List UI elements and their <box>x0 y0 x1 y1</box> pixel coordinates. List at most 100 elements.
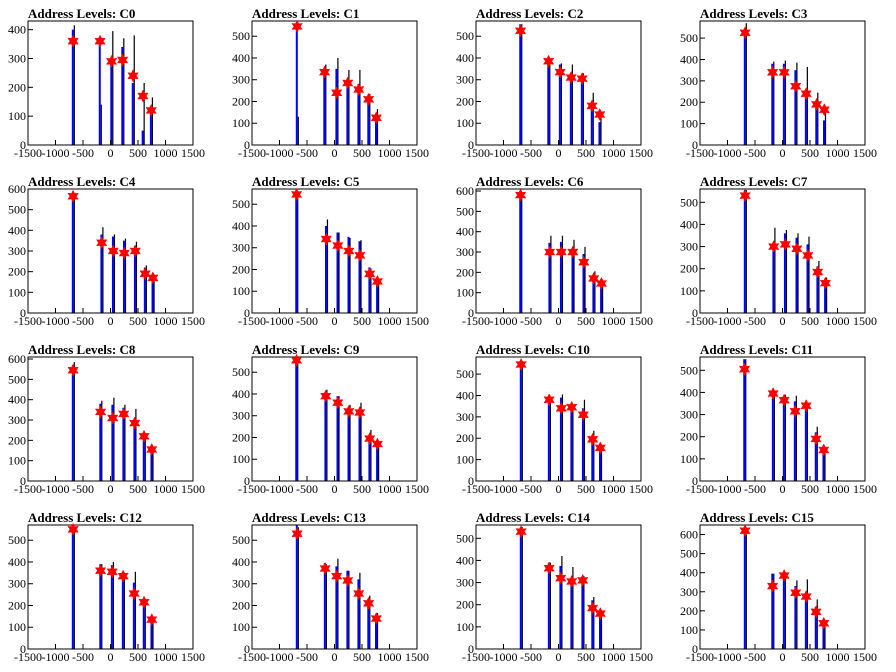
histogram-bar-blue <box>323 73 326 145</box>
histogram-bar-blue <box>815 104 818 145</box>
x-tick-label: 0 <box>108 146 114 160</box>
x-tick-label: 0 <box>780 314 786 328</box>
peak-marker-star <box>331 86 343 100</box>
x-tick-label: 1000 <box>826 482 850 496</box>
histogram-bar-blue <box>782 399 785 481</box>
peak-marker-star <box>586 99 598 113</box>
x-tick-label: -1000 <box>42 650 70 664</box>
histogram-bar-blue <box>133 420 136 481</box>
x-tick-label: 1000 <box>602 650 626 664</box>
y-tick-label: 300 <box>232 409 250 423</box>
peak-marker-star <box>67 189 79 203</box>
x-tick-label: -500 <box>744 314 766 328</box>
histogram-bar-black <box>561 235 564 313</box>
histogram-bar-black <box>144 598 146 649</box>
histogram-bar-blue <box>743 29 746 145</box>
histogram-bar-black <box>151 97 153 145</box>
histogram-bar-black <box>784 60 786 145</box>
histogram-bar-blue <box>782 63 785 145</box>
y-tick-label: 600 <box>456 184 474 198</box>
peak-marker-star <box>739 189 751 203</box>
histogram-bar-black <box>600 613 603 649</box>
histogram-panel: Address Levels: C6 0 100 200 300 400 500 600 -15… <box>448 168 672 336</box>
x-tick-label: -1500 <box>238 314 266 328</box>
x-tick-label: 1500 <box>853 314 877 328</box>
histogram-bar-black <box>572 405 574 481</box>
chart-title: Address Levels: C0 <box>28 6 135 21</box>
x-tick-label: -1000 <box>714 146 742 160</box>
x-tick-label: 1000 <box>378 650 402 664</box>
x-tick-label: -1000 <box>42 146 70 160</box>
y-tick-label: 0 <box>468 306 474 320</box>
histogram-bar-blue <box>71 527 74 649</box>
x-tick-label: 500 <box>801 650 819 664</box>
peak-marker-star <box>94 405 107 419</box>
histogram-bar-blue <box>110 565 113 649</box>
histogram-bar-blue <box>823 120 825 145</box>
peak-marker-star <box>319 561 331 576</box>
peak-marker-star <box>107 411 119 425</box>
histogram-bar-blue <box>816 266 819 313</box>
histogram-bar-blue <box>822 451 825 481</box>
histogram-bar-blue <box>804 593 807 649</box>
histogram-bar-blue <box>295 27 298 146</box>
x-tick-label: 1500 <box>405 314 429 328</box>
y-tick-label: 500 <box>456 29 474 43</box>
x-tick-label: 1000 <box>378 314 402 328</box>
peak-marker-star <box>800 87 812 101</box>
histogram-bar-black <box>521 527 523 649</box>
y-tick-label: 0 <box>244 306 250 320</box>
y-tick-label: 500 <box>8 533 26 547</box>
plot-frame <box>699 188 866 314</box>
histogram-bar-black <box>824 446 826 481</box>
histogram-bar-blue <box>559 241 562 313</box>
histogram-bar-blue <box>771 394 774 481</box>
y-tick-label: 300 <box>8 51 26 65</box>
y-tick-label: 500 <box>680 195 698 209</box>
histogram-bar-black <box>112 31 114 145</box>
x-tick-label: 0 <box>108 482 114 496</box>
peak-marker-star <box>766 579 779 593</box>
histogram-bar-blue <box>581 578 584 649</box>
peak-marker-star <box>566 574 578 589</box>
x-tick-label: -500 <box>520 650 542 664</box>
histogram-bar-blue <box>368 437 371 481</box>
peak-marker-star <box>544 245 556 259</box>
x-tick-label: -1500 <box>462 482 490 496</box>
x-tick-label: 1000 <box>154 482 178 496</box>
y-tick-label: 0 <box>244 138 250 152</box>
histogram-bar-blue <box>295 525 298 649</box>
histogram-bar-black <box>806 403 808 481</box>
histogram-bar-black <box>593 596 595 649</box>
x-tick-label: 500 <box>577 146 595 160</box>
y-tick-label: 400 <box>8 393 26 407</box>
histogram-bar-blue <box>519 527 522 649</box>
peak-marker-star <box>129 244 141 258</box>
peak-marker-star <box>332 396 344 410</box>
histogram-panel: Address Levels: C10 0 100 200 300 400 500 -1500… <box>448 336 672 504</box>
histogram-bar-black <box>773 61 775 145</box>
y-tick-label: 300 <box>232 241 250 255</box>
histogram-bar-blue <box>375 122 377 145</box>
x-tick-label: -500 <box>744 650 766 664</box>
x-tick-label: -500 <box>72 650 94 664</box>
histogram-bar-blue <box>599 448 601 481</box>
x-tick-label: 1500 <box>405 650 429 664</box>
y-tick-label: 400 <box>232 51 250 65</box>
x-tick-label: -1000 <box>714 314 742 328</box>
chart-title: Address Levels: C12 <box>28 510 142 525</box>
plot-frame <box>475 356 642 482</box>
chart-title: Address Levels: C7 <box>700 174 808 189</box>
histogram-bar-blue <box>591 600 594 649</box>
histogram-chart: Address Levels: C11 0 100 200 300 400 500 -1500… <box>680 342 877 496</box>
chart-title: Address Levels: C1 <box>252 6 359 21</box>
histogram-bar-black <box>124 404 126 481</box>
histogram-bar-black <box>824 110 827 145</box>
histogram-bar-black <box>592 92 594 145</box>
y-tick-label: 400 <box>232 387 250 401</box>
y-tick-label: 200 <box>8 80 26 94</box>
histogram-bar-blue <box>347 236 350 313</box>
y-tick-label: 200 <box>456 431 474 445</box>
peak-marker-star <box>514 24 527 38</box>
x-tick-label: 1500 <box>181 314 205 328</box>
